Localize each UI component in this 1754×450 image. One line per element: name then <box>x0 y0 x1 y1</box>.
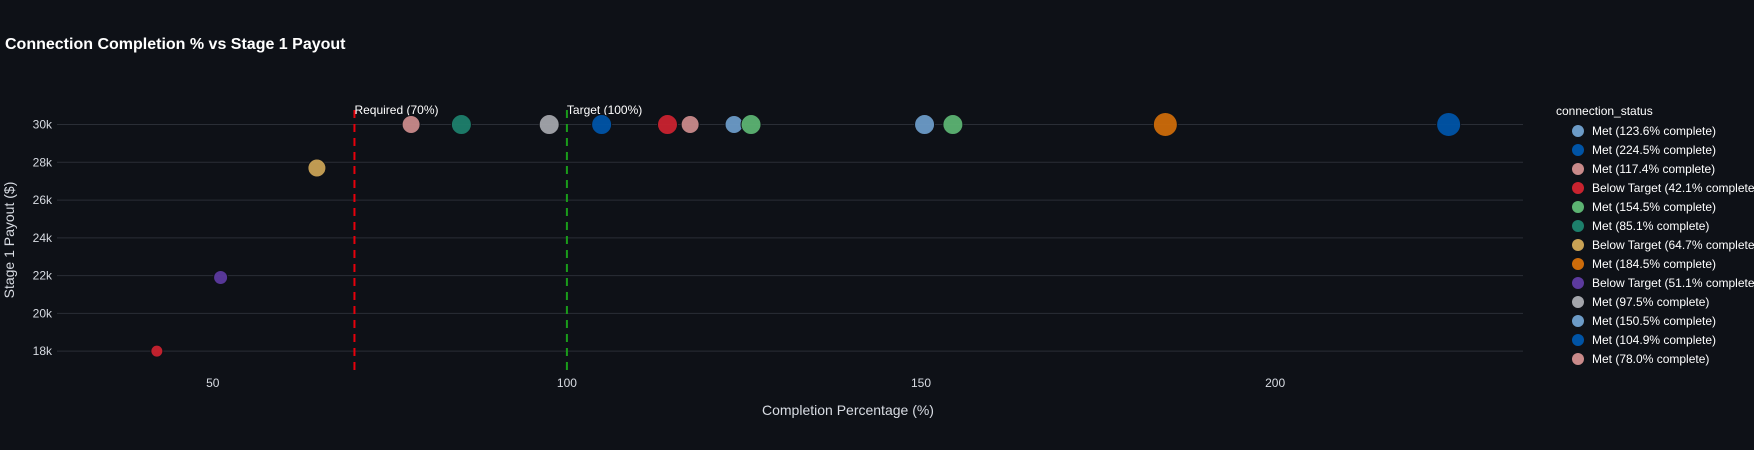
y-tick-label: 30k <box>33 118 53 132</box>
scatter-point[interactable] <box>307 158 327 178</box>
chart-title: Connection Completion % vs Stage 1 Payou… <box>5 36 346 53</box>
legend-marker <box>1572 239 1584 251</box>
scatter-point[interactable] <box>1152 112 1178 138</box>
y-tick-label: 24k <box>33 231 53 245</box>
y-tick-labels: 18k 20k 22k 24k 26k 28k 30k <box>33 118 53 359</box>
legend-marker <box>1572 353 1584 365</box>
scatter-point[interactable] <box>591 114 613 136</box>
reference-line-label: Required (70%) <box>354 103 438 117</box>
legend-label: Met (150.5% complete) <box>1592 314 1716 328</box>
legend-item[interactable]: Met (224.5% complete) <box>1572 143 1716 157</box>
legend-item[interactable]: Below Target (42.1% complete) <box>1572 181 1754 195</box>
legend-label: Met (85.1% complete) <box>1592 219 1709 233</box>
scatter-point[interactable] <box>401 115 421 135</box>
legend-marker <box>1572 258 1584 270</box>
scatter-point[interactable] <box>1436 112 1462 138</box>
legend-marker <box>1572 182 1584 194</box>
legend-marker <box>1572 220 1584 232</box>
y-tick-label: 22k <box>33 269 53 283</box>
legend-label: Below Target (51.1% complete) <box>1592 276 1754 290</box>
scatter-point[interactable] <box>724 115 744 135</box>
legend-item[interactable]: Met (150.5% complete) <box>1572 314 1716 328</box>
legend-label: Below Target (64.7% complete) <box>1592 238 1754 252</box>
legend-marker <box>1572 163 1584 175</box>
legend-item[interactable]: Met (97.5% complete) <box>1572 295 1709 309</box>
legend-label: Met (184.5% complete) <box>1592 257 1716 271</box>
y-tick-label: 28k <box>33 155 53 169</box>
legend-marker <box>1572 201 1584 213</box>
legend-label: Met (78.0% complete) <box>1592 352 1709 366</box>
legend: Met (123.6% complete) Met (224.5% complet… <box>1572 124 1754 366</box>
legend-label: Met (123.6% complete) <box>1592 124 1716 138</box>
x-axis-title: Completion Percentage (%) <box>762 402 934 418</box>
legend-item[interactable]: Met (78.0% complete) <box>1572 352 1709 366</box>
legend-marker <box>1572 334 1584 346</box>
legend-item[interactable]: Below Target (64.7% complete) <box>1572 238 1754 252</box>
scatter-point[interactable] <box>150 344 164 358</box>
legend-title: connection_status <box>1556 104 1653 118</box>
scatter-point[interactable] <box>656 114 678 136</box>
legend-item[interactable]: Below Target (51.1% complete) <box>1572 276 1754 290</box>
reference-line-label: Target (100%) <box>567 103 642 117</box>
x-tick-label: 50 <box>206 376 220 390</box>
legend-marker <box>1572 277 1584 289</box>
legend-item[interactable]: Met (85.1% complete) <box>1572 219 1709 233</box>
y-tick-label: 26k <box>33 193 53 207</box>
scatter-point[interactable] <box>914 114 936 136</box>
x-tick-label: 100 <box>557 376 577 390</box>
scatter-point[interactable] <box>680 115 700 135</box>
y-tick-label: 18k <box>33 344 53 358</box>
legend-item[interactable]: Met (184.5% complete) <box>1572 257 1716 271</box>
scatter-point[interactable] <box>740 114 762 136</box>
reference-lines: Required (70%) Target (100%) <box>353 103 642 370</box>
legend-item[interactable]: Met (154.5% complete) <box>1572 200 1716 214</box>
legend-marker <box>1572 125 1584 137</box>
scatter-point[interactable] <box>213 269 229 285</box>
legend-item[interactable]: Met (117.4% complete) <box>1572 162 1715 176</box>
scatter-points <box>150 112 1462 358</box>
legend-label: Met (104.9% complete) <box>1592 333 1716 347</box>
x-tick-label: 150 <box>911 376 931 390</box>
y-axis-title: Stage 1 Payout ($) <box>1 182 17 299</box>
legend-marker <box>1572 144 1584 156</box>
legend-label: Met (117.4% complete) <box>1592 162 1715 176</box>
x-tick-label: 200 <box>1265 376 1285 390</box>
legend-marker <box>1572 296 1584 308</box>
y-tick-label: 20k <box>33 306 53 320</box>
x-tick-labels: 50 100 150 200 <box>206 376 1285 390</box>
legend-item[interactable]: Met (104.9% complete) <box>1572 333 1716 347</box>
legend-label: Met (224.5% complete) <box>1592 143 1716 157</box>
scatter-point[interactable] <box>538 114 560 136</box>
scatter-point[interactable] <box>450 114 472 136</box>
legend-label: Below Target (42.1% complete) <box>1592 181 1754 195</box>
legend-item[interactable]: Met (123.6% complete) <box>1572 124 1716 138</box>
legend-label: Met (154.5% complete) <box>1592 200 1716 214</box>
grid-layer <box>57 124 1523 352</box>
scatter-point[interactable] <box>942 114 964 136</box>
legend-label: Met (97.5% complete) <box>1592 295 1709 309</box>
legend-marker <box>1572 315 1584 327</box>
